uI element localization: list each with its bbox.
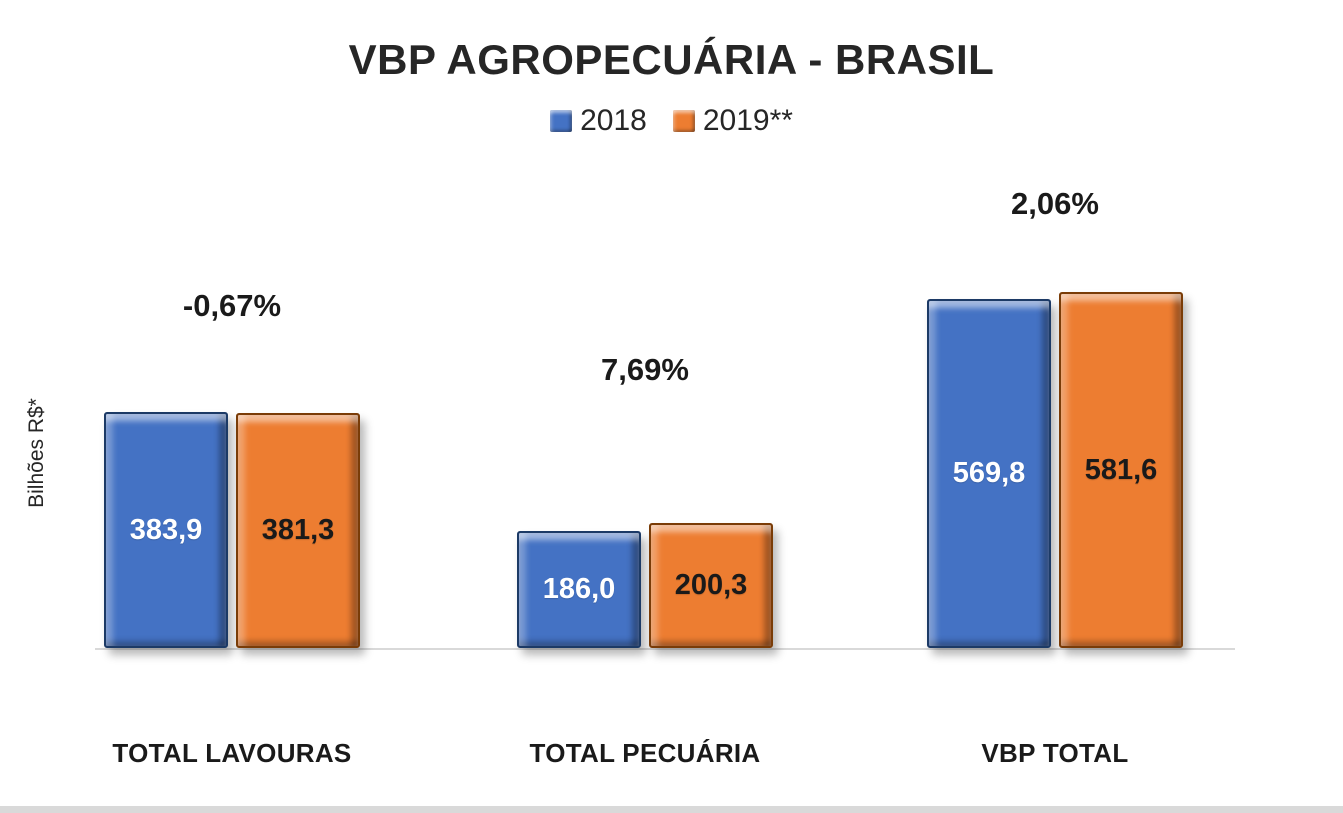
legend-item-2019: 2019**: [672, 104, 793, 138]
category-label-total-pecuaria: TOTAL PECUÁRIA: [529, 738, 761, 768]
bar-value-label: 581,6: [1084, 453, 1158, 486]
bar-2019-total-pecuária: 200,3: [649, 523, 773, 648]
legend: 2018 2019**: [0, 104, 1343, 138]
bar-2018-total-pecuária: 186,0: [517, 531, 641, 648]
bar-value-label: 569,8: [952, 457, 1026, 489]
bar-2019-total-lavouras: 381,3: [236, 413, 360, 648]
bar-group-total-pecuaria: 186,0 200,3: [517, 523, 773, 648]
bar-group-vbp-total: 569,8 581,6: [927, 292, 1183, 648]
bar-2019-vbp-total: 581,6: [1059, 292, 1183, 648]
legend-swatch-2018: [550, 110, 573, 132]
legend-swatch-2019: [672, 110, 695, 132]
legend-label-2018: 2018: [580, 104, 647, 137]
legend-label-2019: 2019**: [702, 104, 793, 137]
y-axis-label: Bilhões R$*: [25, 398, 48, 508]
category-label-total-lavouras: TOTAL LAVOURAS: [112, 738, 352, 768]
bar-value-label: 383,9: [129, 513, 203, 546]
bar-value-label: 200,3: [674, 569, 748, 601]
footer-strip: [0, 806, 1343, 813]
annotation-total-pecuaria: 7,69%: [601, 352, 689, 387]
category-label-vbp-total: VBP TOTAL: [981, 738, 1129, 768]
annotation-vbp-total: 2,06%: [1011, 186, 1099, 221]
legend-item-2018: 2018: [550, 104, 647, 138]
bar-group-total-lavouras: 383,9 381,3: [104, 412, 360, 648]
bar-2018-total-lavouras: 383,9: [104, 412, 228, 648]
annotation-total-lavouras: -0,67%: [182, 288, 282, 323]
bar-value-label: 381,3: [261, 514, 335, 546]
chart-title: VBP AGROPECUÁRIA - BRASIL: [348, 36, 995, 83]
plot-area: 383,9 381,3 186,0 200,3 569,8 581,6: [95, 160, 1235, 650]
x-axis-line: [95, 648, 1235, 650]
bar-2018-vbp-total: 569,8: [927, 299, 1051, 648]
bar-value-label: 186,0: [542, 573, 616, 605]
